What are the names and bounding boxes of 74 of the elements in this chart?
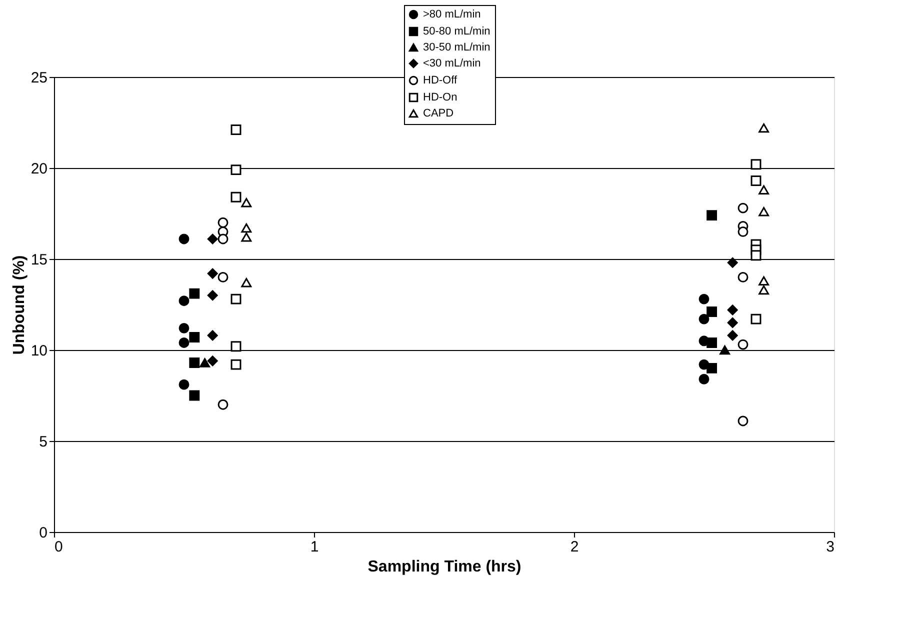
point: [189, 390, 200, 401]
point: [698, 374, 710, 384]
point: [706, 306, 718, 317]
point: [750, 314, 762, 324]
y-tick-label: 5: [39, 434, 48, 450]
legend-label: <30 mL/min: [423, 58, 481, 70]
point: [230, 359, 242, 370]
point: [207, 268, 218, 279]
point: [706, 210, 718, 221]
legend-label: 30-50 mL/min: [423, 42, 490, 54]
point: [218, 217, 228, 228]
point: [738, 339, 748, 350]
y-tick-label: 15: [30, 252, 48, 268]
point: [738, 416, 748, 426]
point: [178, 338, 190, 348]
point: [706, 338, 718, 348]
x-tick-label: 1: [310, 538, 319, 556]
legend-label: CAPD: [423, 108, 454, 120]
point: [230, 164, 242, 176]
legend-label: HD-Off: [423, 74, 458, 86]
y-tick-label: 25: [30, 70, 48, 86]
point: [738, 202, 748, 214]
point: [200, 358, 210, 368]
point: [178, 234, 190, 244]
point: [230, 294, 242, 304]
point: [758, 207, 770, 216]
point: [218, 234, 228, 244]
legend-label: HD-On: [423, 92, 458, 104]
point: [230, 192, 242, 202]
legend-label: 50-80 mL/min: [423, 26, 490, 38]
point: [758, 276, 770, 286]
y-tick-label: 10: [30, 342, 48, 360]
point: [189, 358, 200, 368]
x-tick-label: 2: [570, 538, 579, 556]
x-tick-label: 0: [54, 538, 63, 556]
x-axis-title: Sampling Time (hrs): [368, 558, 522, 576]
point: [218, 272, 228, 282]
point: [218, 399, 228, 410]
y-axis-title: Unbound (%): [10, 255, 28, 355]
point: [738, 226, 748, 237]
point: [706, 362, 718, 374]
point: [750, 250, 762, 261]
point: [241, 198, 252, 208]
point: [750, 176, 762, 186]
point: [727, 257, 738, 268]
point: [189, 332, 200, 342]
point: [189, 288, 200, 299]
point: [207, 290, 218, 301]
point: [758, 123, 770, 133]
point: [241, 232, 252, 242]
point: [727, 317, 738, 328]
y-tick-label: 20: [30, 160, 48, 178]
point: [720, 345, 730, 355]
x-tick-label: 3: [826, 538, 834, 556]
point: [178, 322, 190, 334]
point: [178, 296, 190, 306]
point: [758, 285, 770, 295]
point: [230, 124, 242, 135]
point: [738, 272, 748, 282]
y-tick-label: 0: [39, 524, 48, 542]
point: [207, 234, 218, 244]
point: [698, 294, 710, 304]
point: [241, 278, 252, 288]
point: [241, 223, 252, 233]
point: [230, 341, 242, 352]
point: [207, 330, 218, 341]
legend-label: >80 mL/min: [423, 8, 481, 20]
point: [727, 304, 738, 316]
point: [758, 185, 770, 194]
point: [178, 379, 190, 390]
point: [750, 159, 762, 170]
point: [207, 356, 218, 366]
point: [727, 330, 738, 341]
point: [698, 314, 710, 324]
